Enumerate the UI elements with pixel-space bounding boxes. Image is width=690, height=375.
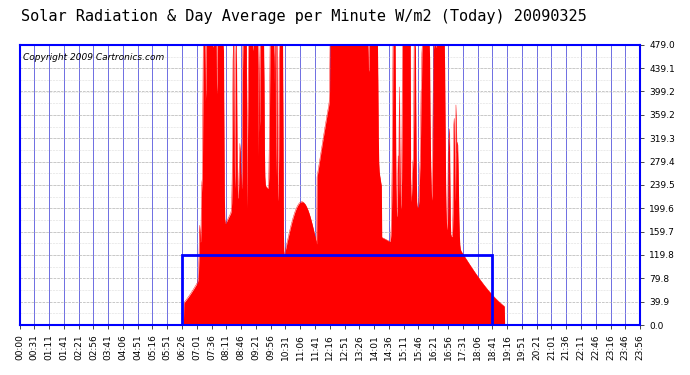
Bar [182,255,493,325]
Text: Solar Radiation & Day Average per Minute W/m2 (Today) 20090325: Solar Radiation & Day Average per Minute… [21,9,586,24]
Text: Copyright 2009 Cartronics.com: Copyright 2009 Cartronics.com [23,53,164,62]
